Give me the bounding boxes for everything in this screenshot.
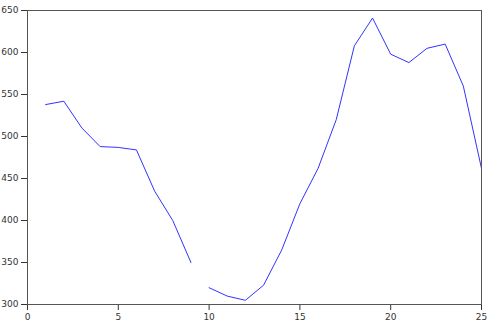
svg-text:500: 500	[1, 131, 18, 141]
svg-text:0: 0	[25, 312, 31, 322]
svg-text:5: 5	[115, 312, 121, 322]
svg-text:350: 350	[1, 257, 18, 267]
svg-text:10: 10	[203, 312, 215, 322]
svg-text:400: 400	[1, 215, 18, 225]
svg-text:15: 15	[294, 312, 305, 322]
svg-text:600: 600	[1, 47, 18, 57]
svg-text:300: 300	[1, 299, 18, 309]
svg-text:20: 20	[385, 312, 397, 322]
svg-text:450: 450	[1, 173, 18, 183]
svg-text:650: 650	[1, 5, 18, 15]
svg-text:25: 25	[476, 312, 487, 322]
svg-text:550: 550	[1, 89, 18, 99]
